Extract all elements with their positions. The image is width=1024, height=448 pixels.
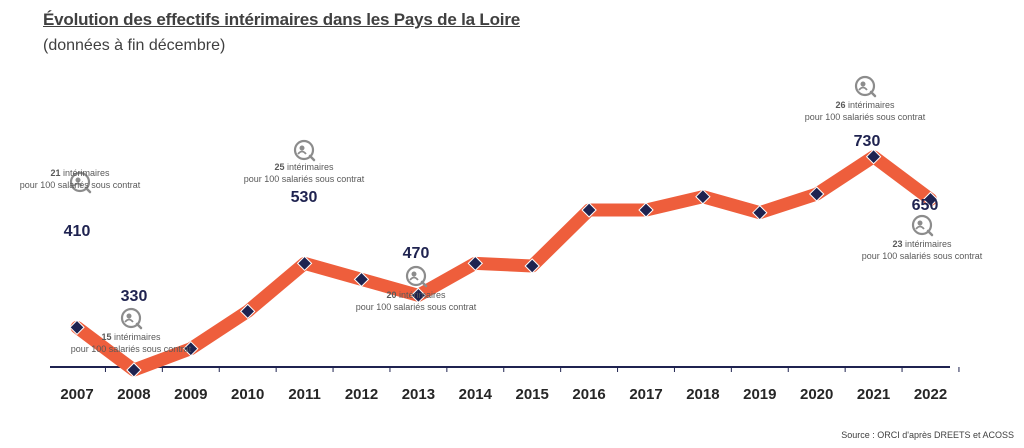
x-tick-label-2009: 2009 <box>174 386 207 403</box>
x-tick-label-2017: 2017 <box>629 386 662 403</box>
person-search-icon <box>854 75 877 98</box>
data-point-2015 <box>524 258 540 274</box>
data-label-2008: 330 <box>121 288 148 305</box>
x-tick-label-2008: 2008 <box>117 386 150 403</box>
x-tick-label-2011: 2011 <box>288 386 321 403</box>
data-point-2010 <box>239 303 256 320</box>
data-label-2011: 530 <box>291 189 318 206</box>
person-search-icon <box>120 307 143 330</box>
series-line <box>70 150 937 377</box>
annotation-line1-2013: 20 intérimaires <box>386 290 446 300</box>
data-point-2016 <box>581 202 597 218</box>
data-point-2009 <box>183 340 199 357</box>
data-point-2011 <box>296 255 313 272</box>
data-label-2007: 410 <box>64 223 91 240</box>
data-label-2021: 730 <box>854 133 881 150</box>
person-search-icon <box>911 214 934 237</box>
data-label-2022: 650 <box>912 197 939 214</box>
x-tick-label-2012: 2012 <box>345 386 378 403</box>
data-point-2014 <box>467 255 484 272</box>
x-tick-label-2016: 2016 <box>572 386 605 403</box>
data-point-2017 <box>638 202 654 218</box>
annotation-line2-2008: pour 100 salariés sous contrat <box>71 344 192 354</box>
annotation-line1-2021: 26 intérimaires <box>835 100 895 110</box>
annotation-line1-2008: 15 intérimaires <box>101 332 161 342</box>
x-tick-label-2018: 2018 <box>686 386 719 403</box>
person-search-icon <box>293 139 316 162</box>
source-note: Source : ORCI d'après DREETS et ACOSS <box>841 430 1014 440</box>
data-point-2021 <box>865 148 882 165</box>
data-label-2013: 470 <box>403 245 430 262</box>
x-tick-label-2010: 2010 <box>231 386 264 403</box>
data-point-2008 <box>126 362 142 378</box>
data-point-2019 <box>752 204 768 221</box>
person-search-icon <box>69 171 92 194</box>
chart-subtitle: (données à fin décembre) <box>43 37 226 54</box>
annotation-line1-2007: 21 intérimaires <box>50 168 110 178</box>
chart-title: Évolution des effectifs intérimaires dan… <box>43 10 520 29</box>
data-point-2013 <box>410 287 427 304</box>
annotation-line2-2021: pour 100 salariés sous contrat <box>805 112 926 122</box>
x-tick-label-2020: 2020 <box>800 386 833 403</box>
annotation-line2-2013: pour 100 salariés sous contrat <box>356 302 477 312</box>
x-tick-label-2022: 2022 <box>914 386 947 403</box>
annotation-line2-2007: pour 100 salariés sous contrat <box>20 180 141 190</box>
person-search-icon <box>405 265 428 288</box>
x-tick-label-2007: 2007 <box>60 386 93 403</box>
annotation-line2-2022: pour 100 salariés sous contrat <box>862 251 983 261</box>
data-point-2018 <box>695 188 711 205</box>
annotation-line1-2022: 23 intérimaires <box>892 239 952 249</box>
data-point-2022 <box>922 191 939 208</box>
annotation-line1-2011: 25 intérimaires <box>274 162 334 172</box>
x-tick-label-2014: 2014 <box>459 386 493 403</box>
x-tick-label-2013: 2013 <box>402 386 435 403</box>
data-point-2007 <box>69 319 85 336</box>
annotation-line2-2011: pour 100 salariés sous contrat <box>244 174 365 184</box>
x-tick-label-2015: 2015 <box>516 386 549 403</box>
x-tick-label-2021: 2021 <box>857 386 890 403</box>
data-point-2012 <box>353 271 370 288</box>
x-tick-label-2019: 2019 <box>743 386 776 403</box>
data-point-2020 <box>808 186 825 202</box>
